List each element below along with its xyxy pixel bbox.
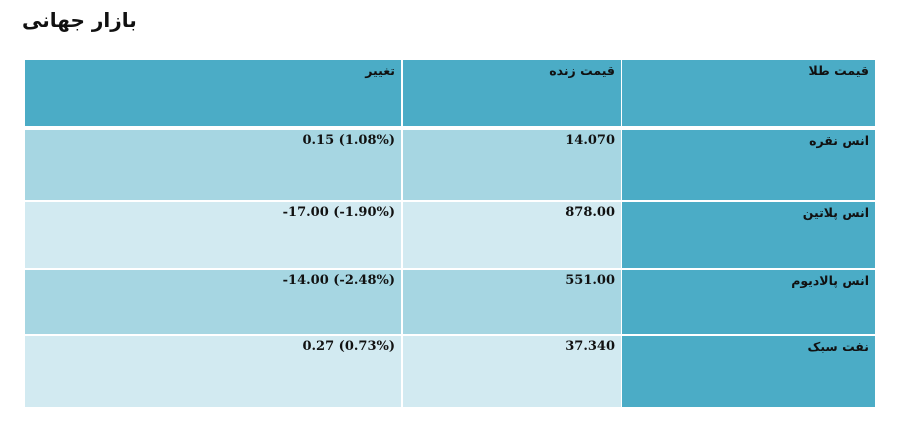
row-price-value: 551.00 (565, 273, 615, 288)
row-name: انس پلاتین (622, 202, 875, 268)
row-price: 37.340 (403, 336, 621, 407)
header-change: تغییر (25, 60, 401, 126)
page-title: بازار جهانی (22, 8, 137, 32)
row-name: انس پالادیوم (622, 270, 875, 334)
row-change: 0.27 (0.73%) (25, 336, 401, 407)
header-gold-price: قیمت طلا (622, 60, 875, 126)
row-price-value: 14.070 (565, 133, 615, 148)
row-price-value: 37.340 (565, 339, 615, 354)
row-name: انس نقره (622, 130, 875, 200)
row-change-value: -17.00 (-1.90%) (282, 205, 395, 220)
market-table: قیمت طلا قیمت زنده تغییر انس نقره 14.070… (25, 60, 875, 407)
row-name: نفت سبک (622, 336, 875, 407)
row-change: 0.15 (1.08%) (25, 130, 401, 200)
row-price: 14.070 (403, 130, 621, 200)
row-change: -17.00 (-1.90%) (25, 202, 401, 268)
row-price: 551.00 (403, 270, 621, 334)
row-price: 878.00 (403, 202, 621, 268)
row-change-value: 0.27 (0.73%) (302, 339, 395, 354)
header-live-price: قیمت زنده (403, 60, 621, 126)
row-change: -14.00 (-2.48%) (25, 270, 401, 334)
row-price-value: 878.00 (565, 205, 615, 220)
row-change-value: 0.15 (1.08%) (302, 133, 395, 148)
row-change-value: -14.00 (-2.48%) (282, 273, 395, 288)
